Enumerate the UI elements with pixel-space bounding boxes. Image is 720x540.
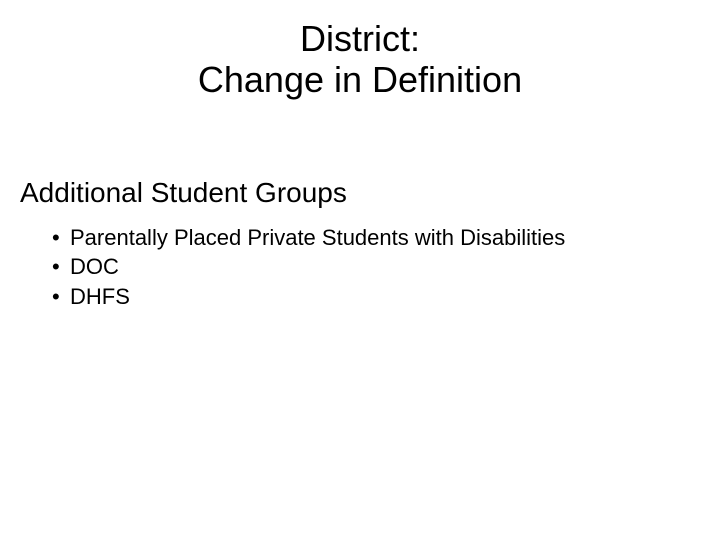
bullet-list: Parentally Placed Private Students with … bbox=[0, 223, 720, 312]
slide-title: District: Change in Definition bbox=[0, 0, 720, 101]
bullet-text: Parentally Placed Private Students with … bbox=[70, 225, 565, 250]
list-item: Parentally Placed Private Students with … bbox=[52, 223, 720, 253]
list-item: DHFS bbox=[52, 282, 720, 312]
list-item: DOC bbox=[52, 252, 720, 282]
bullet-text: DHFS bbox=[70, 284, 130, 309]
title-line-2: Change in Definition bbox=[0, 59, 720, 100]
subheading: Additional Student Groups bbox=[0, 177, 720, 209]
slide: District: Change in Definition Additiona… bbox=[0, 0, 720, 540]
bullet-text: DOC bbox=[70, 254, 119, 279]
title-line-1: District: bbox=[0, 18, 720, 59]
